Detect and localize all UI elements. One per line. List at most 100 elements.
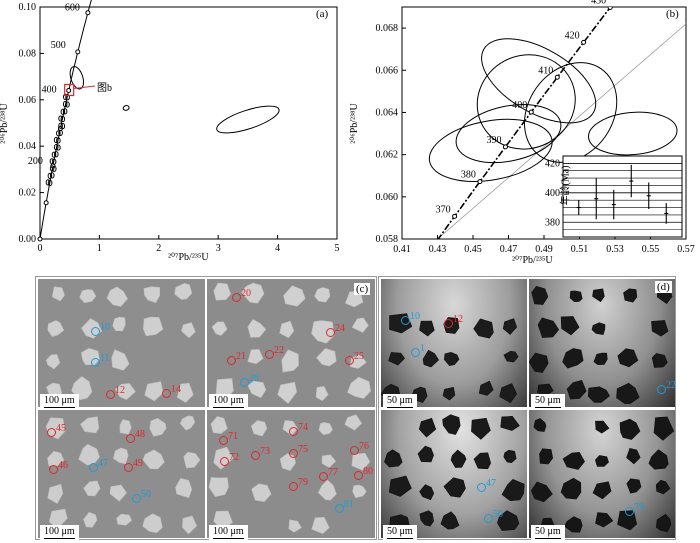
analysis-spot-label: 76 [359,441,369,452]
panel-a-cluster-ellipse [60,108,66,115]
zircon-grain [529,352,549,373]
panel-b-age-label: 420 [565,30,580,41]
zircon-grain [533,418,547,432]
analysis-spot-label: 21 [236,351,246,362]
scalebar-d-q4-text: 50 μm [535,526,561,537]
panel-a-cluster-ellipse [54,151,59,158]
panel-d-label: (d) [655,281,672,293]
zircon-grain [440,511,460,530]
zircon-grain [473,318,494,339]
panel-b-age-label: 410 [538,65,553,76]
zircon-grain [539,448,554,465]
panel-a-cluster-ellipse [47,179,53,186]
panel-b-xtick-label: 0.57 [677,244,695,255]
zircon-grain [619,418,641,440]
panel-a-cluster-ellipse [56,137,61,144]
panel-b-xlabel: ²⁰⁷Pb/²³⁵U [512,255,553,266]
zircon-grain [478,380,494,396]
analysis-spot-label: 10 [410,311,420,322]
zircon-grain [183,451,201,469]
panel-b-ytick-label: 0.062 [376,150,399,161]
zircon-grain [51,286,65,302]
zircon-grain [352,484,367,499]
panel-a-cluster-ellipse [65,94,70,101]
panel-a-ytick-label: 0.04 [19,141,37,152]
panel-b-ellipse [428,118,553,182]
zircon-grain [250,420,268,437]
zircon-grain [502,318,518,335]
analysis-spot-label: 74 [298,422,308,433]
panel-c-q2: 20 24 21 22 25 26 [207,279,375,407]
zircon-grain [566,380,587,400]
scalebar-c-q3: 100 μm [40,525,79,541]
zircon-grain [593,352,608,366]
panel-b-ytick-label: 0.060 [376,192,399,203]
zircon-grain [501,478,525,502]
zircon-grain [111,349,130,371]
panel-a-concordia-marker [75,49,81,55]
zircon-grain [47,320,65,337]
panel-a-ellipse [69,66,85,90]
zircon-grain [142,449,165,470]
analysis-spot [289,449,298,458]
panel-a-concordia-marker [43,200,49,206]
zircon-grain [241,282,265,304]
zircon-grain [47,483,64,504]
analysis-spot [411,348,420,357]
panel-a-xtick-label: 5 [335,243,340,254]
zircon-grain [564,516,583,533]
panel-b-xtick-label: 0.45 [464,244,482,255]
zircon-grain [617,348,639,368]
panel-a-cluster-ellipse [62,101,68,108]
zircon-grain [655,513,672,533]
zircon-grain [149,417,167,437]
zircon-grain [537,317,560,338]
zircon-grain [419,320,435,337]
panel-b-ellipse [588,111,678,156]
panel-a-callout: 图b [97,83,112,94]
scalebar-d-q4: 50 μm [531,525,565,541]
zircon-grain [595,512,614,528]
zircon-grain [594,455,609,467]
analysis-spot-label: 80 [363,466,373,477]
analysis-spot-label: 47 [98,458,108,469]
analysis-spot-label: 45 [56,423,66,434]
panel-a-cluster-ellipse [49,158,55,165]
panel-c-q4: 71 72 73 74 75 76 77 79 80 81 [207,410,375,538]
zircon-grain [83,512,98,528]
panel-a-ellipse [216,105,280,134]
panel-a-ytick-label: 0.06 [19,95,37,106]
analysis-spot-label: 25 [354,351,364,362]
zircon-grain [422,349,439,368]
zircon-grain [283,285,306,307]
analysis-spot-label: 48 [135,429,145,440]
panel-b-inset-ylabel: 年龄(Ma) [560,165,572,206]
panel-b-concordia-marker [581,39,587,45]
zircon-grain [311,516,330,535]
panel-a-ytick-label: 0.00 [19,234,37,245]
panel-b-ellipse [481,38,597,124]
analysis-spot-label: 50 [141,489,151,500]
scalebar-d-q3-text: 50 μm [387,526,413,537]
panel-a-frame [39,6,338,240]
analysis-spot [326,328,335,337]
zircon-grain [116,513,133,526]
analysis-spot [354,471,363,480]
panel-a-cluster-ellipse [49,172,55,179]
zircon-grain [179,415,196,431]
analysis-spot [444,319,453,328]
scalebar-d-q1-text: 50 μm [387,395,413,406]
grain-layer [211,282,372,405]
zircon-grain [321,454,337,468]
analysis-spot-label: 12 [453,314,463,325]
zircon-grain [181,322,196,339]
zircon-grain [277,381,298,405]
analysis-spot [335,504,344,513]
zircon-grain [560,316,580,336]
zircon-grain [500,415,520,431]
panel-b-ytick-label: 0.064 [376,107,399,118]
panel-b-xtick-label: 0.55 [642,244,660,255]
zircon-grain [80,416,100,434]
scalebar-c-q2-text: 100 μm [213,395,244,406]
zircon-grain [347,376,372,399]
